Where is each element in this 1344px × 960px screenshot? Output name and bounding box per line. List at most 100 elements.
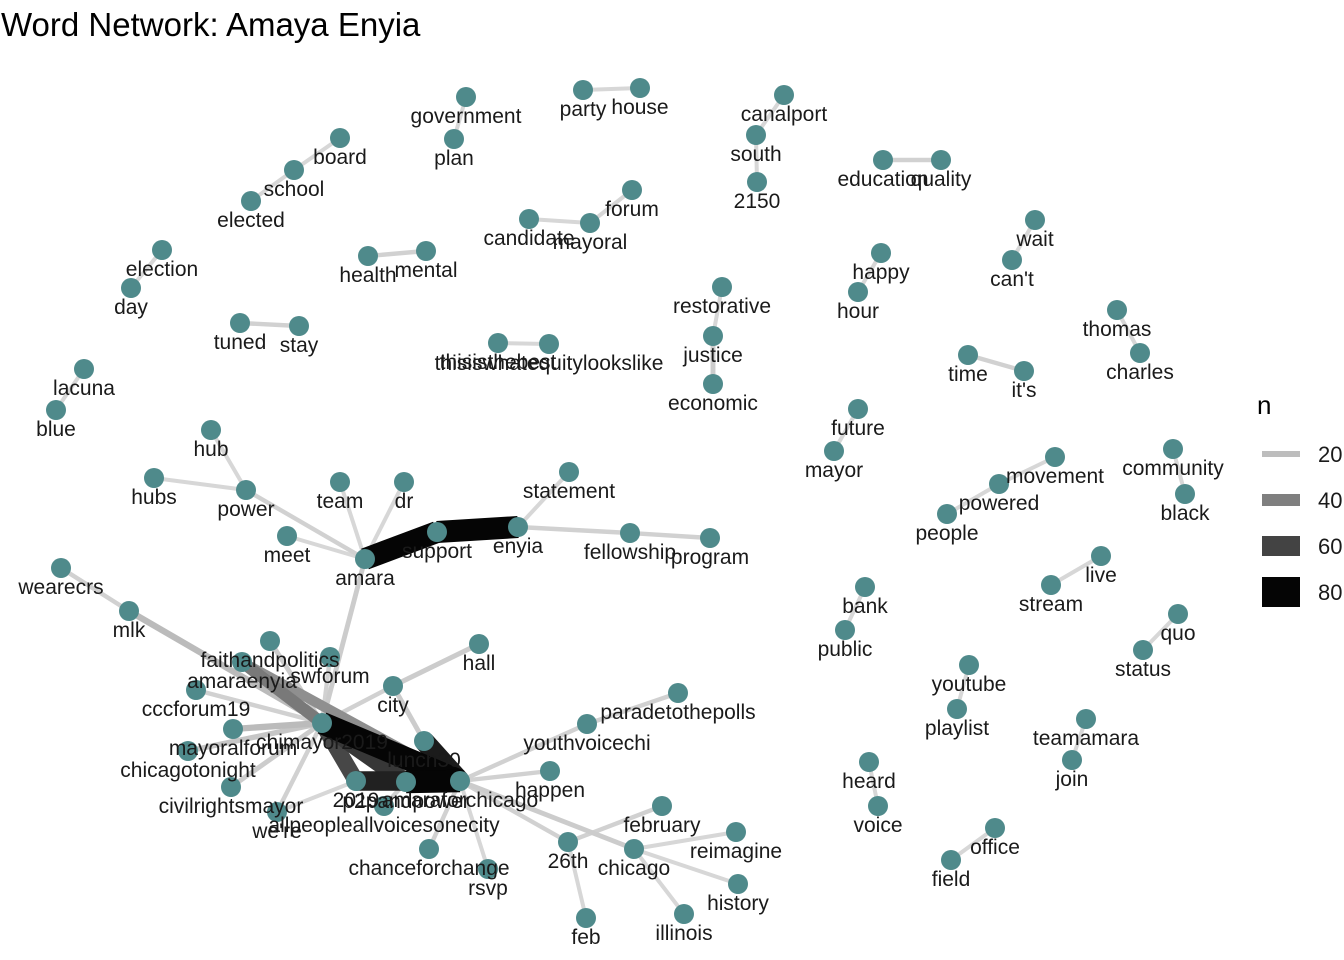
node-label-amaraforchicago: amaraforchicago: [382, 789, 538, 812]
node-label-history: history: [707, 892, 769, 915]
node-label-voice: voice: [853, 814, 902, 837]
legend-label: 20: [1318, 442, 1343, 467]
node-quality: [931, 150, 951, 170]
node-mayor: [824, 441, 844, 461]
node-label-its: it's: [1011, 379, 1036, 402]
node-rsvp: [478, 859, 498, 879]
node-label-election: election: [126, 258, 198, 281]
legend-swatch: [1262, 536, 1300, 556]
node-label-lunch30: lunch30: [387, 749, 461, 772]
node-lunch30: [414, 731, 434, 751]
edge-hub-power: [209, 428, 248, 492]
node-amaraforchicago: [450, 771, 470, 791]
node-label-quo: quo: [1160, 622, 1195, 645]
node-label-forum: forum: [605, 198, 659, 221]
node-label-feb: feb: [571, 926, 600, 949]
node-label-enyia: enyia: [493, 535, 544, 558]
edge-26th-feb: [566, 841, 588, 919]
node-paradetothepolls: [668, 683, 688, 703]
node-restorative: [712, 277, 732, 297]
node-hall: [469, 634, 489, 654]
node-field: [941, 850, 961, 870]
node-school: [284, 160, 304, 180]
node-forum: [622, 180, 642, 200]
node-mlk: [119, 601, 139, 621]
node-label-movement: movement: [1006, 465, 1104, 488]
edge-chicago-history: [633, 847, 739, 886]
legend-label: 80: [1318, 580, 1343, 605]
node-label-health: health: [339, 264, 396, 287]
node-illinois: [674, 904, 694, 924]
node-people: [937, 504, 957, 524]
node-program: [700, 528, 720, 548]
node-label-public: public: [818, 638, 873, 661]
node-label-p2pandpower: p2pandpower: [342, 790, 469, 813]
node-label-mayoral: mayoral: [553, 231, 628, 254]
node-live: [1091, 546, 1111, 566]
node-dr: [394, 472, 414, 492]
legend: n 20 40 60 80: [1250, 386, 1344, 626]
edge-candidate-mayoral: [528, 217, 591, 225]
node-label-program: program: [671, 546, 749, 569]
node-label-economic: economic: [668, 392, 758, 415]
node-education: [873, 150, 893, 170]
node-join: [1062, 750, 1082, 770]
node-label-wait: wait: [1015, 228, 1054, 251]
node-justice: [703, 326, 723, 346]
node-label-chicagotonight: chicagotonight: [120, 759, 256, 782]
legend-item: 60: [1262, 528, 1344, 564]
node-thomas: [1107, 300, 1127, 320]
node-wait: [1025, 210, 1045, 230]
node-public: [835, 620, 855, 640]
node-label-teamamara: teamamara: [1033, 727, 1140, 750]
node-hub: [201, 420, 221, 440]
legend-item: 80: [1262, 574, 1344, 610]
node-label-cccforum19: cccforum19: [142, 698, 251, 721]
node-economic: [703, 374, 723, 394]
edge-chicago-amaraforchicago: [459, 778, 635, 852]
node-cccforum19: [186, 680, 206, 700]
edge-chicago-illinois: [632, 847, 686, 916]
edge-enyia-fellowship: [517, 524, 631, 536]
node-label-team: team: [317, 490, 364, 513]
node-label-statement: statement: [523, 480, 615, 503]
node-faithandpolitics: [260, 631, 280, 651]
node-heard: [859, 752, 879, 772]
node-label-south: south: [730, 143, 781, 166]
node-election: [152, 240, 172, 260]
node-label-charles: charles: [1106, 361, 1174, 384]
node-movement: [1045, 447, 1065, 467]
node-office: [985, 818, 1005, 838]
node-label-hall: hall: [463, 652, 496, 675]
edge-civilrightsmayor-chimayor2019: [229, 720, 324, 790]
edge-city-lunch30: [390, 684, 427, 743]
node-label-black: black: [1160, 502, 1210, 525]
edge-youthvoicechi-amaraforchicago: [459, 721, 588, 784]
node-label-faithandpolitics: faithandpolitics: [201, 649, 340, 672]
node-label-blue: blue: [36, 418, 76, 441]
node-chicagotonight: [178, 741, 198, 761]
edge-meet-amara: [286, 534, 366, 561]
node-label-happy: happy: [852, 261, 910, 284]
edge-powered-people: [946, 482, 1000, 516]
node-feb: [576, 908, 596, 928]
legend-title: n: [1257, 390, 1272, 420]
node-label-chimayor2019: chimayor2019: [256, 731, 388, 754]
node-mental: [416, 241, 436, 261]
node-label-happen: happen: [515, 779, 585, 802]
node-reimagine: [726, 822, 746, 842]
node-label-mayor: mayor: [805, 459, 863, 482]
node-playlist: [947, 699, 967, 719]
node-label-lacuna: lacuna: [53, 377, 115, 400]
node-label-amaraenyia: amaraenyia: [187, 670, 297, 693]
node-label-paradetothepolls: paradetothepolls: [600, 701, 755, 724]
node-allpeopleallvoicesonecity: [374, 796, 394, 816]
node-amaraenyia: [232, 652, 252, 672]
node-label-playlist: playlist: [925, 717, 989, 740]
node-label-allpeopleallvoicesonecity: allpeopleallvoicesonecity: [268, 814, 500, 837]
node-label-were: we're: [251, 820, 302, 843]
legend-key: [1262, 482, 1300, 518]
node-elected: [241, 191, 261, 211]
node-label-support: support: [402, 540, 472, 563]
node-label-field: field: [932, 868, 971, 891]
